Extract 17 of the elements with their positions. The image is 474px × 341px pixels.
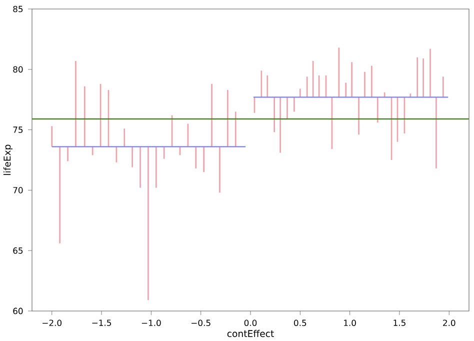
y-tick-label: 65 — [13, 247, 23, 254]
x-tick-label: −1.5 — [92, 320, 112, 326]
x-tick-label: 0.0 — [244, 320, 257, 326]
y-tick-label: 70 — [13, 187, 23, 194]
y-axis-title: lifeExp — [3, 144, 12, 175]
x-axis-title: contEffect — [227, 330, 274, 338]
y-tick-label: 75 — [13, 126, 23, 133]
x-tick-label: −2.0 — [42, 320, 62, 326]
y-tick-label: 80 — [13, 66, 23, 73]
y-tick-label: 60 — [13, 308, 23, 314]
x-tick-label: −0.5 — [192, 320, 210, 326]
y-tick-label: 85 — [13, 6, 23, 12]
x-tick-label: −1.0 — [142, 320, 161, 326]
x-tick-label: 2.0 — [443, 320, 456, 326]
x-tick-label: 1.5 — [394, 320, 406, 326]
x-tick-label: 0.5 — [294, 320, 306, 326]
x-tick-label: 1.0 — [344, 320, 356, 326]
